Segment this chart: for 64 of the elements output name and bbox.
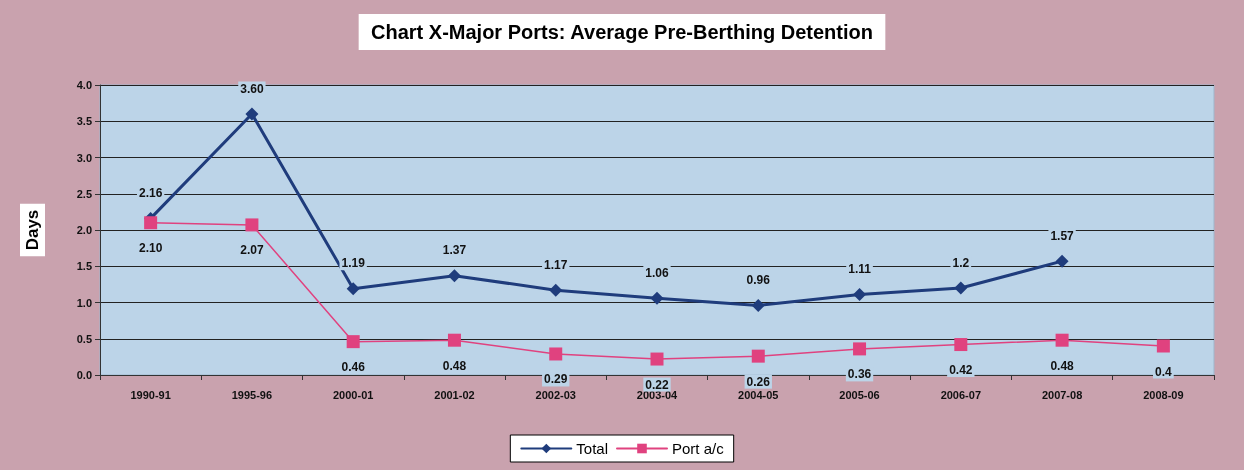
data-label: 0.22 (645, 377, 669, 392)
y-tick-label: 2.5 (76, 187, 92, 200)
point (1055, 333, 1069, 347)
point (346, 335, 360, 349)
point (144, 216, 158, 230)
data-label: 1.37 (442, 243, 467, 258)
y-tick-label: 0.5 (76, 332, 92, 345)
x-tick-label: 2005-06 (839, 388, 880, 401)
x-tick-label: 2008-09 (1143, 388, 1184, 401)
point (1055, 254, 1069, 268)
y-tick-label: 4.0 (76, 79, 92, 91)
y-axis-title: Days (23, 209, 42, 251)
data-label: 0.48 (442, 358, 467, 373)
x-tick-label: 2002-03 (535, 388, 576, 401)
chart-title: Chart X-Major Ports: Average Pre-Berthing Detention (371, 21, 873, 43)
legend-label: Port a/c (672, 440, 725, 457)
point (650, 352, 664, 366)
y-tick-label: 1.5 (76, 260, 92, 273)
data-label: 0.46 (341, 360, 366, 375)
point (853, 288, 867, 302)
x-tick-label: 1995-96 (231, 388, 273, 401)
point (954, 281, 968, 295)
point (549, 347, 563, 361)
point (853, 342, 867, 356)
x-tick-label: 2004-05 (738, 388, 779, 401)
data-label: 1.19 (341, 256, 366, 271)
point (650, 291, 664, 305)
point (245, 218, 259, 232)
data-label: 1.06 (645, 265, 669, 280)
data-label: 2.16 (138, 185, 163, 200)
point (447, 269, 461, 283)
data-label: 3.60 (240, 81, 264, 96)
x-tick-label: 2000-01 (332, 388, 374, 401)
data-label: 0.4 (1155, 364, 1173, 379)
point (751, 298, 765, 312)
data-label: 0.96 (746, 272, 771, 287)
y-tick-label: 0.0 (76, 369, 92, 381)
data-label: 0.48 (1050, 358, 1075, 373)
y-tick-label: 2.0 (76, 224, 92, 236)
y-tick-label: 1.0 (76, 296, 92, 309)
x-tick-label: 1990-91 (130, 388, 171, 401)
y-tick-label: 3.5 (76, 115, 92, 128)
data-label: 1.2 (952, 255, 970, 270)
legend-label: Total (576, 440, 608, 457)
data-label: 0.36 (847, 367, 872, 382)
data-label: 2.07 (240, 243, 264, 258)
data-label: 0.29 (544, 372, 568, 387)
point (245, 107, 259, 121)
data-label: 0.42 (949, 363, 973, 378)
point (447, 333, 461, 347)
data-label: 0.26 (746, 374, 771, 389)
point (346, 282, 360, 296)
x-tick-label: 2001-02 (434, 388, 475, 401)
data-label: 2.10 (138, 241, 163, 256)
x-tick-label: 2007-08 (1041, 388, 1083, 401)
data-label: 1.17 (544, 257, 568, 272)
x-tick-label: 2006-07 (940, 388, 982, 401)
point (751, 349, 765, 363)
point (549, 283, 563, 297)
y-tick-label: 3.0 (76, 151, 92, 164)
data-label: 1.11 (848, 262, 872, 277)
point (1156, 339, 1170, 353)
data-label: 1.57 (1050, 228, 1075, 243)
point (954, 338, 968, 352)
